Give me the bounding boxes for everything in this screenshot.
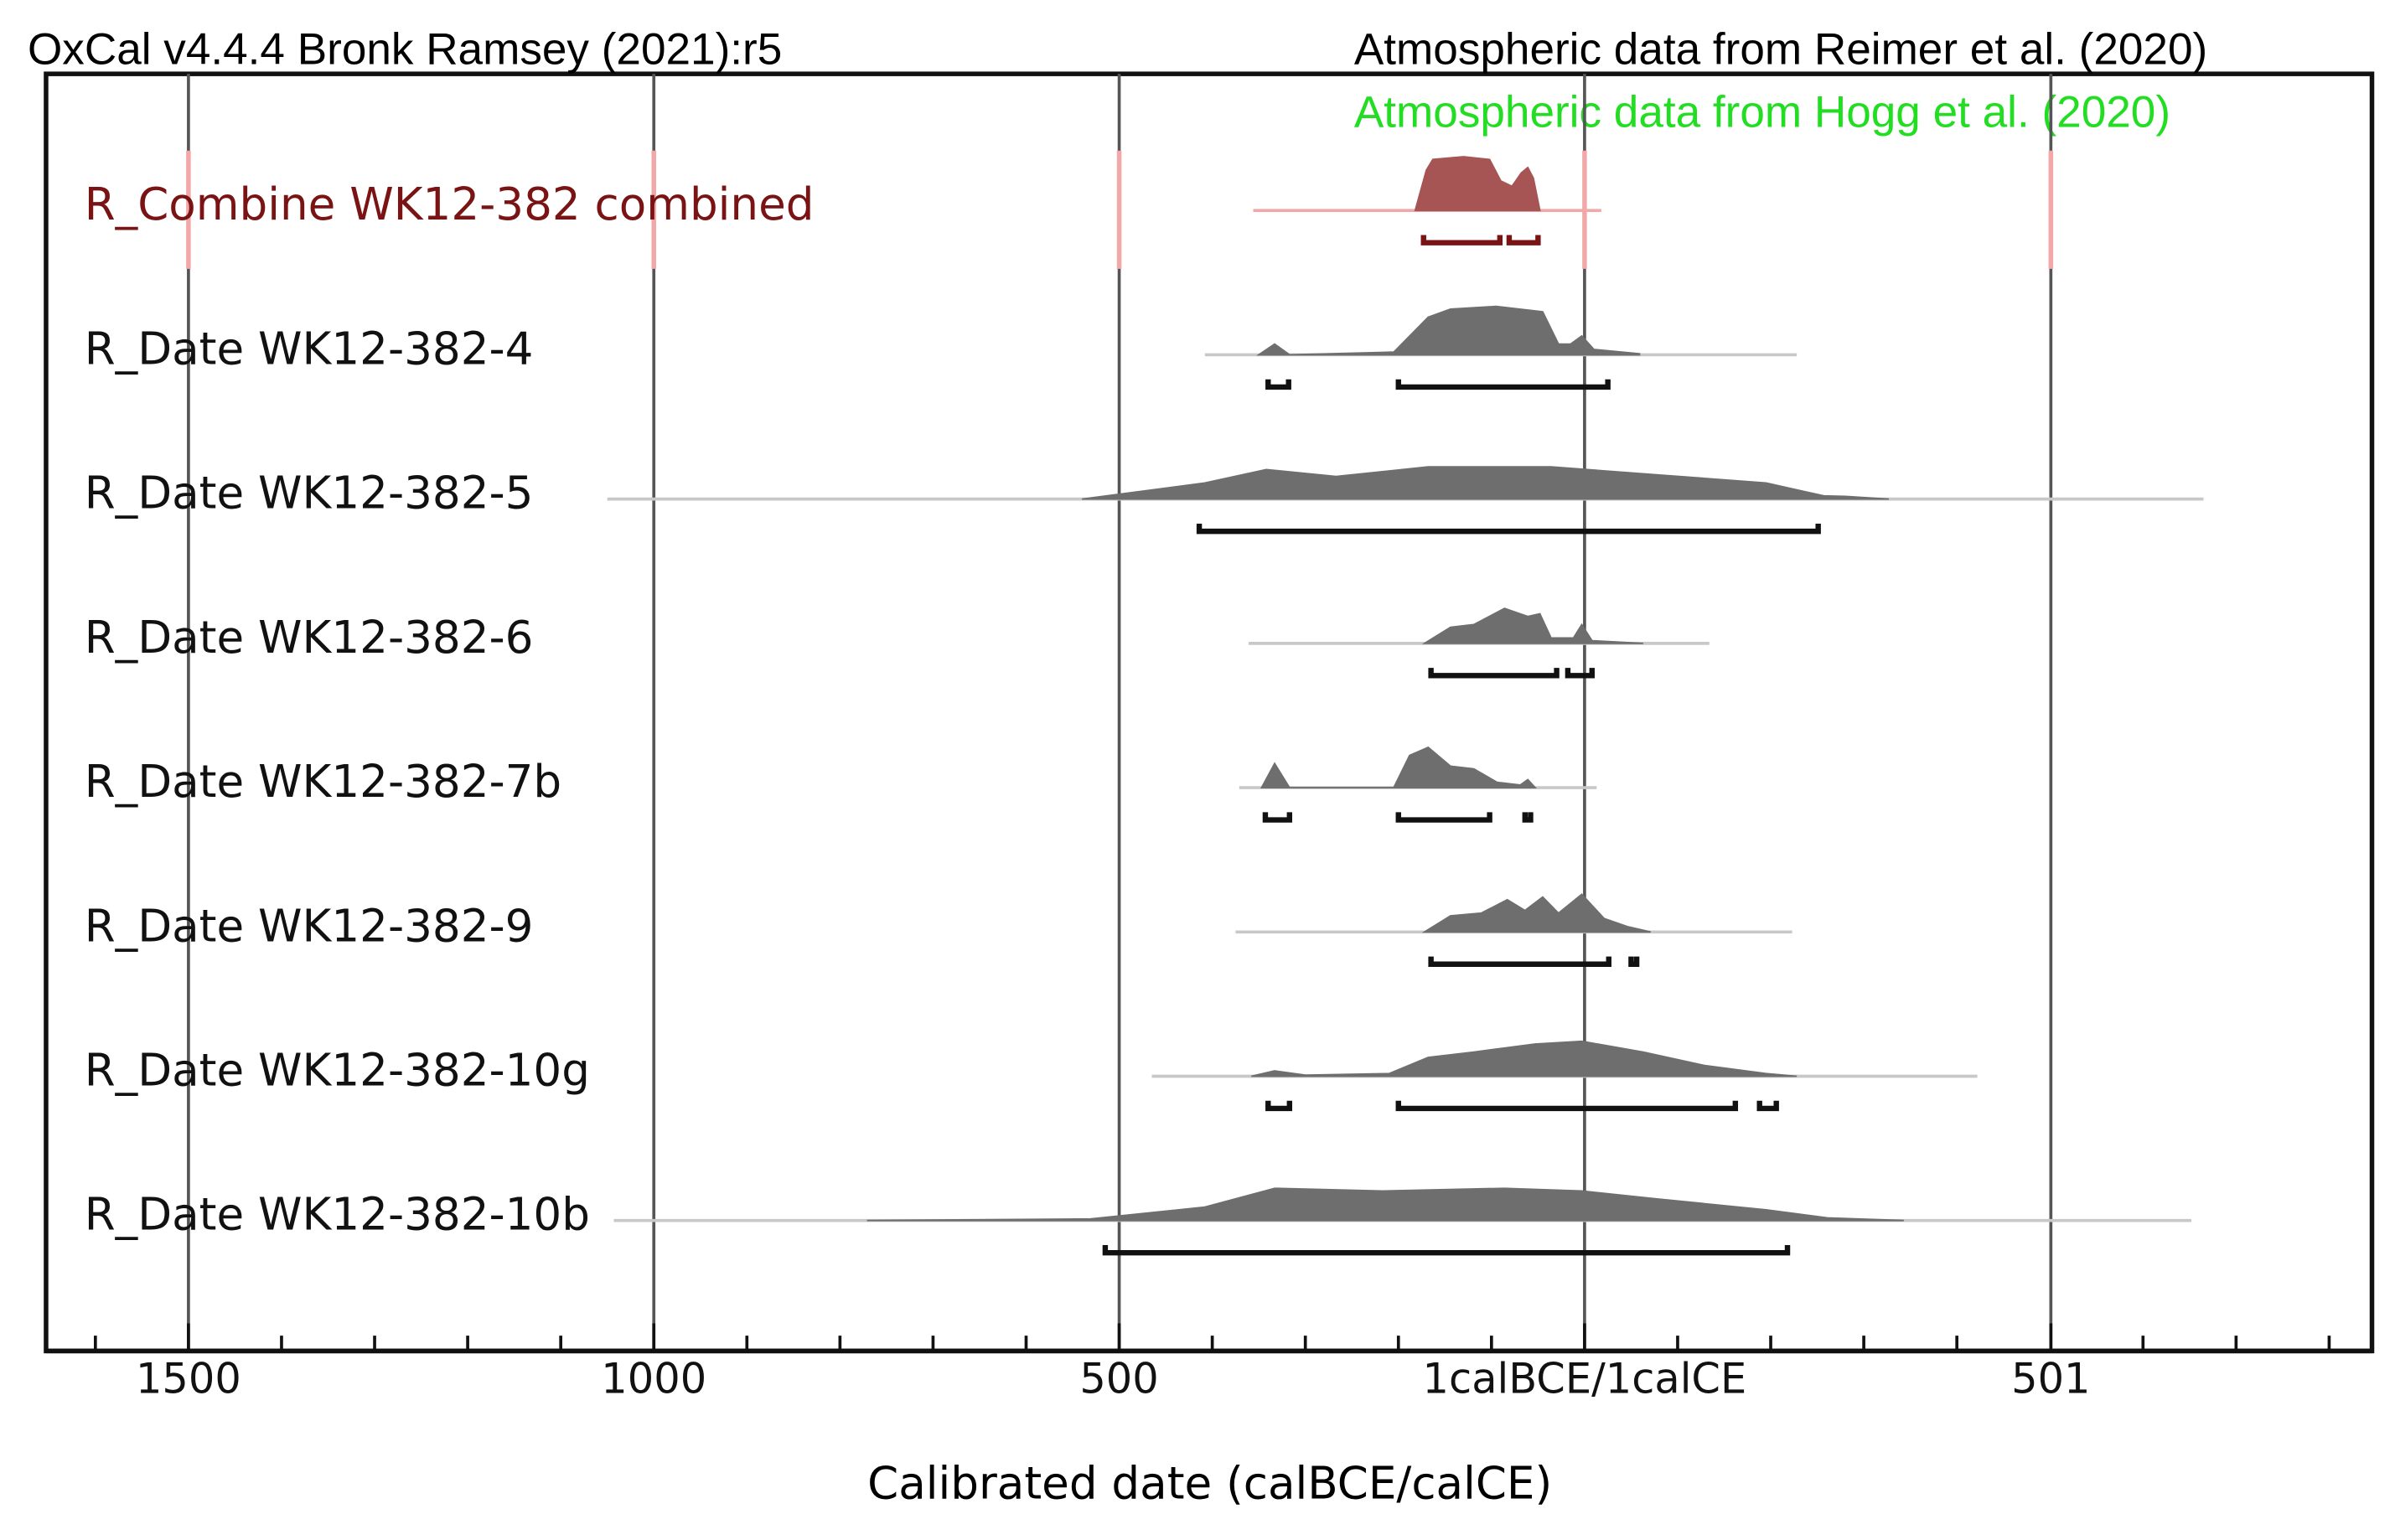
hpd-range (1265, 1100, 1293, 1112)
probability-distribution (1251, 1040, 1798, 1077)
plot-frame (44, 71, 2375, 1354)
x-axis-label: Calibrated date (calBCE/calCE) (867, 1457, 1552, 1509)
probability-distribution (866, 1187, 1904, 1222)
row-label: R_Date WK12-382-6 (85, 612, 534, 664)
probability-distribution (1421, 607, 1643, 644)
row-label: R_Date WK12-382-7b (85, 756, 561, 808)
hpd-range (1522, 812, 1534, 823)
row-label: R_Combine WK12-382 combined (85, 178, 815, 230)
hpd-range (1420, 235, 1503, 245)
hpd-range (1395, 1100, 1739, 1112)
hpd-range (1262, 812, 1293, 823)
hpd-range (1428, 668, 1560, 679)
row-label: R_Date WK12-382-9 (85, 900, 534, 952)
row-label: R_Date WK12-382-5 (85, 468, 534, 519)
hpd-range (1102, 1245, 1791, 1256)
hpd-range (1565, 668, 1595, 679)
row-label: R_Date WK12-382-10b (85, 1189, 590, 1241)
x-tick-label: 1500 (136, 1355, 241, 1403)
x-tick-label: 501 (2011, 1355, 2090, 1403)
row-label: R_Date WK12-382-10g (85, 1044, 590, 1096)
hpd-range (1395, 379, 1611, 390)
hpd-range (1506, 235, 1541, 245)
hpd-range (1756, 1100, 1779, 1112)
x-tick-label: 1calBCE/1calCE (1423, 1355, 1747, 1403)
x-tick-label: 500 (1079, 1355, 1158, 1403)
hpd-range (1628, 956, 1640, 967)
x-tick-label: 1000 (601, 1355, 706, 1403)
calibration-note: Atmospheric data from Hogg et al. (2020) (1354, 88, 2170, 137)
hpd-range (1395, 812, 1492, 823)
probability-distribution (1082, 466, 1890, 500)
calibration-note: Atmospheric data from Reimer et al. (202… (1354, 25, 2207, 75)
row-label: R_Date WK12-382-4 (85, 323, 534, 375)
probability-distribution (1414, 156, 1541, 212)
probability-distribution (1421, 893, 1651, 933)
hpd-range (1265, 379, 1291, 390)
software-version: OxCal v4.4.4 Bronk Ramsey (2021):r5 (28, 25, 782, 75)
probability-distribution (1260, 746, 1538, 788)
probability-distribution (1256, 305, 1641, 356)
hpd-range (1428, 956, 1611, 967)
hpd-range (1196, 523, 1821, 535)
